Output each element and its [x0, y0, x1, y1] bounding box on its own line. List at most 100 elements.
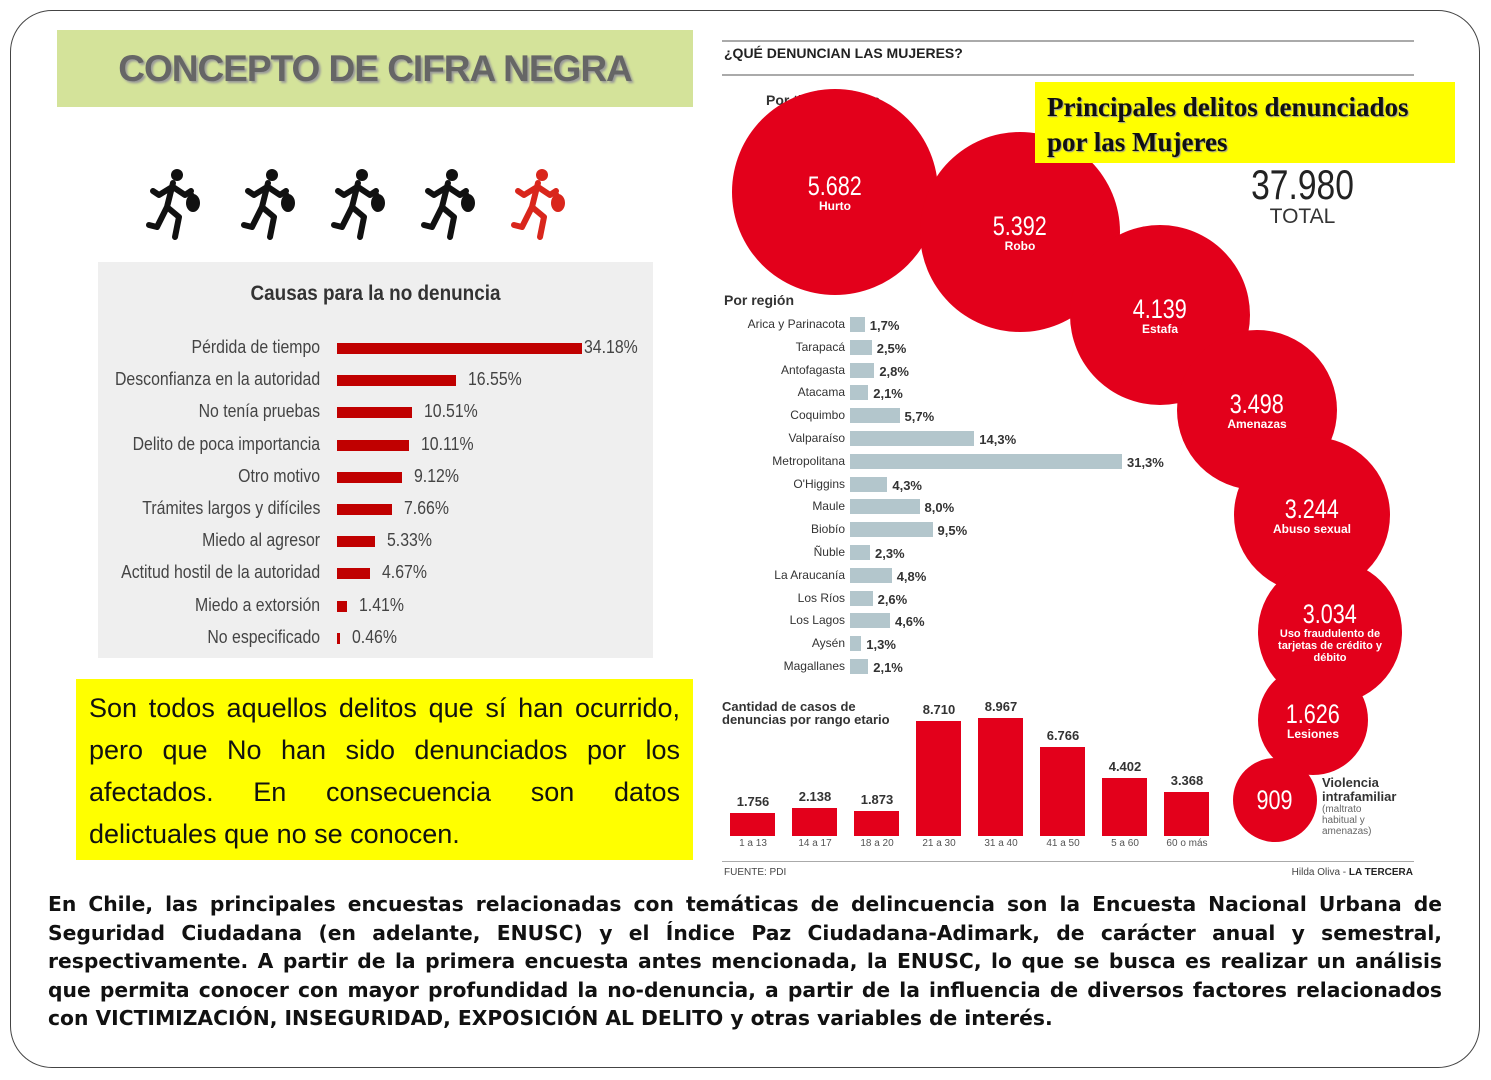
age-category-label: 5 a 60 [1111, 838, 1139, 849]
causas-bar [337, 375, 456, 387]
region-value-label: 8,0% [924, 500, 955, 516]
region-bar [850, 636, 862, 652]
bubble-value: 1.626 [1285, 699, 1341, 729]
source: FUENTE: PDI [724, 867, 787, 878]
causas-category-label: Actitud hostil de la autoridad [120, 562, 320, 583]
region-value-label: 14,3% [979, 432, 1017, 447]
causas-bar [337, 600, 348, 612]
vif-label: Violencia intrafamiliar (maltrato habitu… [1322, 776, 1422, 838]
age-bar [1102, 778, 1147, 836]
age-bar [1040, 746, 1085, 836]
age-value-label: 1.873 [860, 792, 894, 808]
region-label: O'Higgins [793, 476, 845, 491]
bubble-label: Estafa [1141, 322, 1179, 336]
age-value-label: 8.967 [984, 698, 1018, 714]
region-label: Los Ríos [797, 590, 845, 605]
causas-value-label: 16.55% [467, 369, 522, 390]
region-label: Magallanes [783, 659, 845, 673]
age-category-label: 41 a 50 [1046, 838, 1080, 849]
region-bar [850, 431, 975, 446]
causas-category-label: Otro motivo [238, 465, 320, 486]
region-label: Los Lagos [789, 613, 845, 628]
causas-category-label: No especificado [207, 626, 320, 647]
age-category-label: 1 a 13 [739, 838, 767, 849]
age-chart-title: Cantidad de casos de denuncias por rango… [722, 699, 890, 727]
region-label: Ñuble [813, 545, 845, 559]
region-value-label: 31,3% [1126, 454, 1164, 470]
bubble-value: 3.034 [1302, 599, 1358, 629]
region-value-label: 2,3% [874, 546, 905, 561]
causas-category-label: Desconfianza en la autoridad [114, 369, 320, 390]
causas-value-label: 5.33% [387, 530, 433, 551]
region-value-label: 2,5% [876, 340, 907, 356]
region-value-label: 9,5% [937, 523, 968, 539]
region-bar [850, 545, 870, 560]
bubble-value: 4.139 [1132, 294, 1188, 324]
causas-chart: Causas para la no denuncia Pérdida de ti… [98, 262, 653, 658]
region-value-label: 4,8% [896, 568, 927, 584]
causas-value-label: 9.12% [414, 465, 460, 486]
causas-bar [337, 407, 413, 419]
divider [722, 74, 1414, 76]
credit-paper: LA TERCERA [1348, 867, 1413, 878]
credit: Hilda Oliva - LA TERCERA [1292, 867, 1413, 878]
age-value-label: 2.138 [798, 788, 832, 804]
region-label: Arica y Parinacota [747, 317, 845, 331]
bubble-label: Abuso sexual [1272, 522, 1352, 536]
causas-value-label: 34.18% [584, 337, 638, 357]
age-bar [978, 717, 1023, 836]
causas-bar [337, 568, 371, 580]
slide-title: CONCEPTO DE CIFRA NEGRA [118, 47, 633, 89]
causas-value-label: 4.67% [382, 562, 428, 583]
region-bar [850, 476, 888, 492]
region-label: Metropolitana [772, 453, 845, 468]
region-value-label: 2,8% [879, 363, 909, 379]
causas-bar [337, 471, 403, 483]
causas-chart-title: Causas para la no denuncia [250, 282, 501, 305]
age-category-label: 31 a 40 [984, 838, 1018, 849]
bubble-label: Hurto [819, 199, 851, 213]
running-thief-icon [145, 165, 205, 245]
age-value-label: 3.368 [1170, 772, 1204, 788]
crime-bubble: 909 [1233, 758, 1317, 842]
age-category-label: 18 a 20 [860, 838, 894, 849]
region-label: Tarapacá [795, 339, 845, 354]
callout-box: Principales delitos denunciados por las … [1035, 82, 1455, 163]
credit-author: Hilda Oliva - [1291, 867, 1349, 878]
causas-bar [337, 504, 392, 515]
region-bar [850, 567, 892, 583]
running-thief-icon [510, 165, 570, 245]
age-bar [730, 812, 775, 836]
age-value-label: 8.710 [922, 702, 956, 718]
causas-value-label: 10.11% [421, 433, 475, 454]
divider [722, 40, 1414, 42]
definition-box: Son todos aquellos delitos que sí han oc… [76, 679, 693, 860]
bubble-value: 5.392 [992, 211, 1048, 241]
region-label: Antofagasta [780, 362, 845, 377]
causas-value-label: 0.46% [352, 626, 398, 647]
age-bar [792, 807, 837, 836]
region-value-label: 2,6% [877, 591, 908, 607]
causas-bar [337, 536, 376, 548]
runner-icons [140, 165, 580, 245]
region-value-label: 4,6% [894, 614, 925, 630]
age-value-label: 6.766 [1046, 727, 1080, 743]
region-value-label: 2,1% [873, 660, 903, 675]
causas-category-label: No tenía pruebas [198, 401, 320, 422]
region-bar [850, 613, 890, 629]
causas-value-label: 7.66% [403, 498, 449, 518]
bubble-value: 909 [1256, 785, 1294, 815]
vif-note: (maltrato habitual y amenazas) [1322, 804, 1372, 837]
running-thief-icon [240, 165, 300, 245]
region-label: Coquimbo [790, 408, 845, 423]
total-label: TOTAL [1269, 205, 1336, 228]
region-label: Valparaíso [788, 431, 845, 445]
age-category-label: 14 a 17 [798, 838, 832, 849]
bubble-value: 3.498 [1229, 389, 1285, 419]
causas-category-label: Delito de poca importancia [132, 433, 320, 454]
age-value-label: 1.756 [736, 793, 770, 809]
region-value-label: 1,3% [866, 637, 896, 653]
title-box: CONCEPTO DE CIFRA NEGRA [57, 30, 693, 107]
region-bar [850, 590, 873, 606]
bubble-label: Uso fraudulento de tarjetas de crédito y… [1278, 628, 1382, 664]
